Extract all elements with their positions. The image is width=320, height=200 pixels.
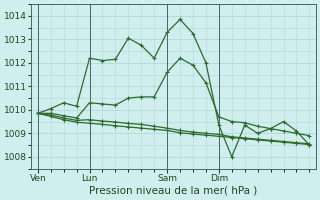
X-axis label: Pression niveau de la mer( hPa ): Pression niveau de la mer( hPa ) [90, 186, 258, 196]
